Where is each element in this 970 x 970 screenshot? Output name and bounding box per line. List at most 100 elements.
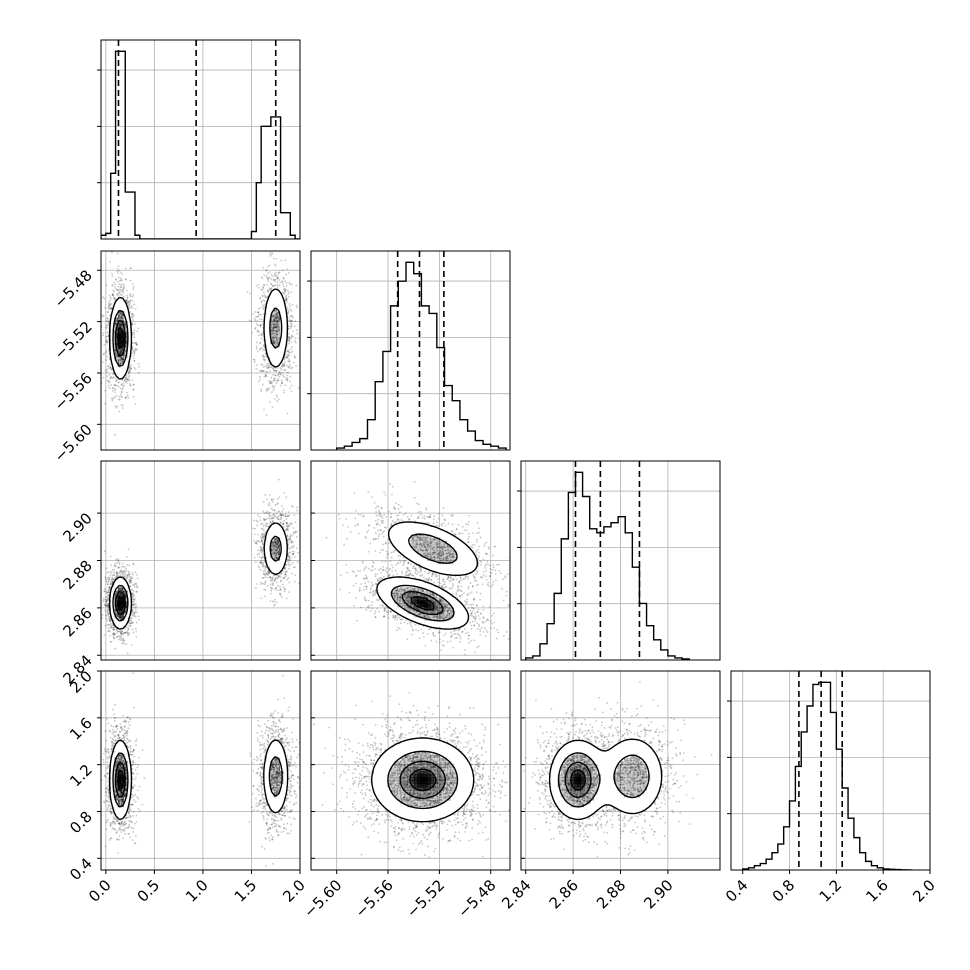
- density-cell: [117, 373, 122, 378]
- sample-point: [275, 550, 277, 552]
- sample-point: [121, 327, 124, 330]
- sample-point: [133, 614, 136, 616]
- sample-point: [108, 576, 111, 579]
- density-cell: [114, 350, 118, 355]
- sample-point: [116, 614, 119, 617]
- sample-point: [256, 542, 259, 545]
- sample-point: [133, 354, 136, 357]
- sample-point: [121, 349, 124, 352]
- sample-point: [271, 406, 274, 409]
- sample-point: [109, 306, 112, 309]
- sample-point: [260, 301, 263, 303]
- sample-point: [118, 630, 121, 633]
- sample-point: [290, 325, 293, 328]
- sample-point: [119, 322, 122, 325]
- sample-point: [285, 299, 287, 302]
- sample-point: [266, 388, 268, 390]
- sample-point: [124, 349, 127, 352]
- sample-point: [270, 288, 273, 291]
- sample-point: [285, 233, 287, 235]
- sample-point: [283, 362, 285, 365]
- sample-point: [275, 319, 278, 322]
- density-cell: [266, 343, 271, 348]
- sample-point: [273, 604, 275, 607]
- sample-point: [280, 573, 283, 575]
- sample-point: [132, 396, 135, 398]
- sample-point: [271, 519, 274, 522]
- sample-point: [269, 586, 272, 589]
- sample-point: [273, 541, 276, 544]
- sample-point: [262, 286, 264, 289]
- sample-point: [273, 330, 276, 332]
- sample-point: [107, 612, 110, 615]
- sample-point: [114, 564, 117, 567]
- sample-point: [122, 284, 125, 287]
- sample-point: [120, 593, 123, 596]
- sample-point: [119, 635, 121, 638]
- sample-point: [269, 289, 272, 292]
- sample-point: [257, 311, 260, 313]
- sample-point: [129, 577, 132, 580]
- sample-point: [272, 321, 275, 323]
- density-cell: [273, 343, 278, 348]
- sample-point: [273, 548, 276, 551]
- sample-point: [253, 317, 256, 320]
- sample-point: [111, 568, 114, 571]
- sample-point: [284, 356, 286, 359]
- sample-point: [129, 299, 132, 302]
- sample-point: [126, 379, 129, 382]
- sample-point: [130, 313, 133, 315]
- sample-point: [121, 358, 124, 361]
- density-cell: [117, 367, 122, 371]
- sample-point: [112, 578, 115, 581]
- sample-point: [123, 378, 126, 381]
- sample-point: [295, 547, 298, 550]
- sample-point: [135, 584, 138, 586]
- sample-point: [272, 278, 275, 281]
- sample-point: [132, 611, 135, 614]
- sample-point: [290, 348, 292, 351]
- sample-point: [260, 275, 263, 278]
- sample-point: [133, 583, 136, 586]
- sample-point: [287, 336, 290, 338]
- sample-point: [106, 577, 109, 580]
- sample-point: [108, 387, 111, 389]
- density-cell: [127, 340, 132, 345]
- sample-point: [113, 391, 116, 394]
- density-cell: [120, 347, 125, 351]
- sample-point: [128, 367, 131, 370]
- sample-point: [273, 319, 276, 322]
- sample-point: [265, 511, 268, 514]
- sample-point: [119, 631, 122, 634]
- sample-point: [138, 366, 140, 368]
- sample-point: [274, 314, 277, 316]
- sample-point: [286, 378, 289, 381]
- sample-point: [258, 369, 261, 372]
- sample-point: [135, 603, 137, 605]
- sample-point: [296, 506, 298, 509]
- sample-point: [277, 325, 280, 328]
- sample-point: [118, 325, 121, 327]
- sample-point: [260, 533, 263, 536]
- sample-point: [132, 383, 135, 386]
- sample-point: [275, 394, 278, 397]
- sample-point: [271, 500, 274, 503]
- sample-point: [110, 640, 113, 643]
- sample-point: [134, 610, 137, 613]
- sample-point: [283, 364, 286, 366]
- sample-point: [132, 598, 135, 600]
- sample-point: [286, 374, 289, 377]
- sample-point: [134, 349, 137, 352]
- sample-point: [269, 380, 272, 382]
- sample-point: [274, 555, 277, 558]
- sample-point: [269, 583, 272, 586]
- sample-point: [277, 323, 279, 326]
- sample-point: [260, 549, 263, 552]
- sample-point: [118, 314, 121, 317]
- sample-point: [283, 577, 286, 579]
- sample-point: [115, 379, 118, 382]
- sample-point: [260, 537, 263, 540]
- sample-point: [272, 332, 275, 335]
- density-cell: [270, 330, 274, 335]
- sample-point: [260, 318, 263, 321]
